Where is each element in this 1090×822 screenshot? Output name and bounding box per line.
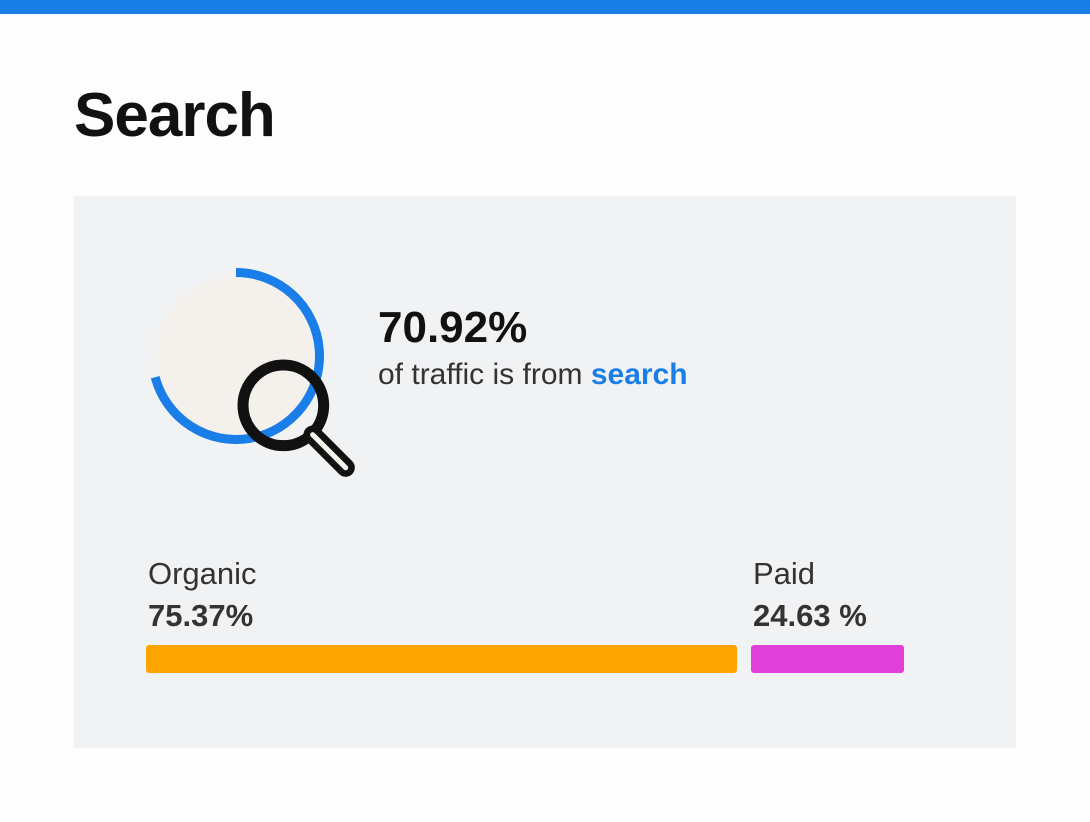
traffic-share-value: 70.92% — [378, 303, 528, 352]
traffic-share-stat: 70.92% of traffic is from search — [378, 302, 688, 392]
split-bar — [146, 645, 944, 673]
organic-value: 75.37% — [148, 598, 254, 633]
top-accent-bar — [0, 0, 1090, 14]
traffic-share-caption: of traffic is from search — [378, 358, 688, 392]
traffic-share-ring-svg — [150, 268, 324, 444]
search-traffic-card: 70.92% of traffic is from search Organic… — [74, 196, 1016, 748]
caption-accent: search — [590, 358, 688, 391]
caption-prefix: of traffic is from — [378, 358, 591, 391]
traffic-share-ring — [148, 268, 355, 477]
organic-label: Organic — [148, 556, 257, 591]
ring-center — [156, 276, 316, 436]
paid-label: Paid — [753, 556, 816, 591]
paid-value: 24.63 % — [753, 598, 867, 633]
paid-bar — [751, 645, 904, 673]
search-icon — [210, 332, 355, 477]
organic-bar — [146, 645, 737, 673]
page-title: Search — [74, 81, 276, 150]
ring-progress-arc — [150, 268, 324, 444]
